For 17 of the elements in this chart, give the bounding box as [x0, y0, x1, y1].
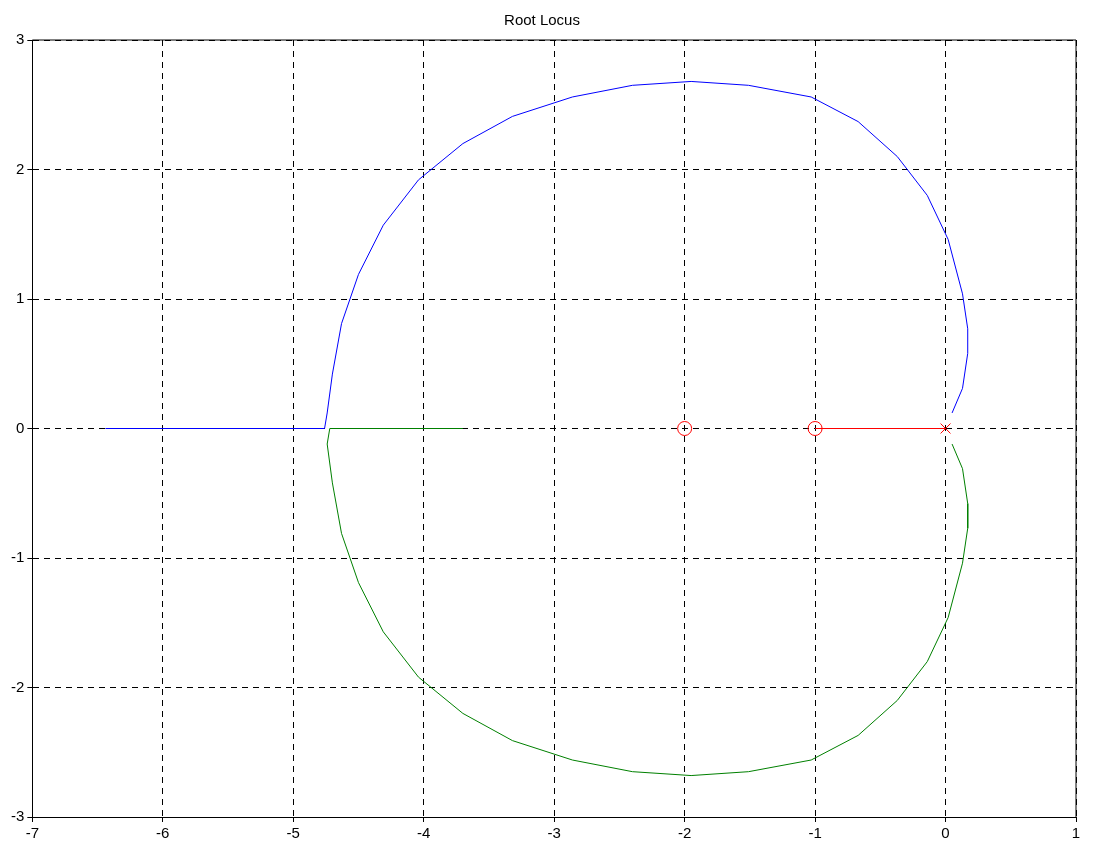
x-tick-label: -1 [808, 824, 822, 842]
x-tick-label: 1 [1071, 824, 1081, 842]
x-tick-label: -6 [156, 824, 170, 842]
y-tick-label: -2 [10, 677, 25, 695]
chart-title: Root Locus [504, 11, 580, 29]
x-tick-label: -2 [677, 824, 692, 842]
x-tick-label: 0 [941, 824, 950, 842]
y-tick-label: -1 [10, 548, 25, 566]
y-tick-label: -3 [10, 807, 25, 825]
x-tick-label: -4 [417, 824, 431, 842]
y-tick-label: 0 [15, 418, 25, 436]
x-tick-label: -7 [25, 824, 40, 842]
y-tick-label: 2 [15, 159, 25, 177]
y-tick-label: 3 [15, 30, 25, 48]
x-tick-label: -5 [286, 824, 300, 842]
x-tick-label: -3 [547, 824, 561, 842]
y-tick-label: 1 [15, 289, 25, 307]
